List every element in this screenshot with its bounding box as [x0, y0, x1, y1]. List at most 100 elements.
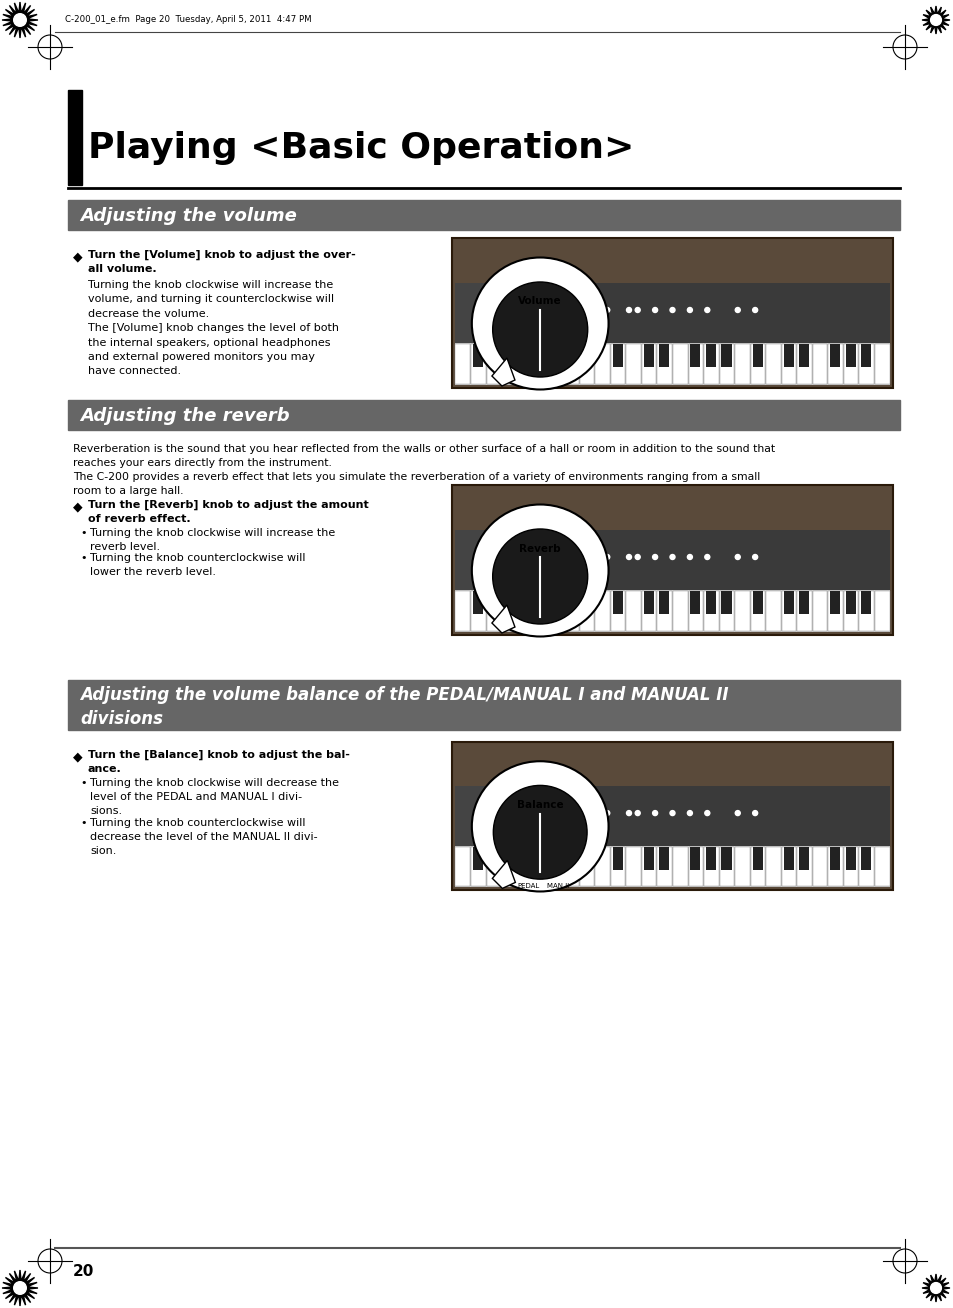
Bar [672, 591, 687, 630]
Circle shape [582, 555, 587, 560]
Bar [859, 344, 873, 385]
Text: Balance: Balance [517, 799, 563, 810]
Bar [657, 591, 671, 630]
Circle shape [626, 307, 631, 313]
Bar [765, 591, 780, 630]
Bar [688, 591, 702, 630]
Bar [610, 591, 625, 630]
Polygon shape [2, 3, 38, 38]
Bar [720, 591, 731, 615]
Circle shape [560, 555, 566, 560]
Bar [843, 591, 858, 630]
Bar [829, 344, 840, 368]
Circle shape [735, 811, 740, 816]
Circle shape [13, 1282, 27, 1295]
Text: Turning the knob clockwise will increase the
volume, and turning it counterclock: Turning the knob clockwise will increase… [88, 280, 338, 377]
Bar [799, 846, 808, 870]
Bar [827, 846, 842, 886]
Bar [533, 344, 547, 385]
Text: Adjusting the volume: Adjusting the volume [80, 207, 296, 225]
Bar [579, 591, 594, 630]
Bar [455, 343, 889, 385]
Bar [845, 591, 855, 615]
Bar [610, 344, 625, 385]
Bar [581, 591, 591, 615]
Bar [703, 344, 718, 385]
Circle shape [492, 528, 587, 624]
Bar [455, 283, 889, 343]
Bar [626, 591, 640, 630]
Bar [812, 846, 826, 886]
Bar [874, 846, 888, 886]
Bar [581, 344, 591, 368]
Bar [563, 344, 578, 385]
Bar [643, 344, 653, 368]
Bar [874, 344, 888, 385]
Bar [672, 344, 687, 385]
Circle shape [669, 555, 675, 560]
Polygon shape [492, 358, 515, 386]
Bar [845, 344, 855, 368]
Bar [517, 591, 532, 630]
Bar [643, 591, 653, 615]
Bar [735, 591, 749, 630]
Bar [550, 591, 560, 615]
Text: •: • [80, 553, 87, 562]
Circle shape [687, 811, 692, 816]
Bar [473, 344, 482, 368]
Bar [563, 846, 578, 886]
Bar [486, 344, 500, 385]
Bar [455, 786, 507, 846]
Bar [735, 344, 749, 385]
Circle shape [626, 811, 631, 816]
Bar [705, 846, 716, 870]
Text: Playing <Basic Operation>: Playing <Basic Operation> [88, 131, 634, 165]
Circle shape [704, 555, 709, 560]
Bar [519, 846, 529, 870]
Bar [595, 591, 609, 630]
Circle shape [582, 307, 587, 313]
Bar [719, 344, 734, 385]
Circle shape [560, 811, 566, 816]
Bar [68, 200, 899, 230]
Text: ◆: ◆ [73, 250, 83, 263]
Circle shape [492, 283, 587, 377]
Bar [486, 591, 500, 630]
Bar [812, 344, 826, 385]
Bar [829, 846, 840, 870]
Circle shape [752, 811, 757, 816]
Bar [595, 344, 609, 385]
Text: Turning the knob clockwise will increase the
reverb level.: Turning the knob clockwise will increase… [90, 528, 335, 552]
Bar [626, 846, 640, 886]
Bar [68, 680, 899, 730]
Bar [797, 846, 811, 886]
Bar [703, 846, 718, 886]
Bar [455, 845, 889, 887]
Bar [690, 846, 700, 870]
Text: •: • [80, 818, 87, 828]
Bar [843, 344, 858, 385]
Polygon shape [921, 1274, 949, 1301]
Bar [455, 846, 889, 887]
Bar [843, 846, 858, 886]
Text: Adjusting the reverb: Adjusting the reverb [80, 407, 290, 425]
Bar [859, 846, 873, 886]
Ellipse shape [472, 505, 608, 637]
Bar [473, 591, 482, 615]
Bar [550, 344, 560, 368]
Text: Adjusting the volume balance of the PEDAL/MANUAL I and MANUAL II
divisions: Adjusting the volume balance of the PEDA… [80, 685, 728, 729]
Bar [659, 344, 669, 368]
Bar [610, 846, 625, 886]
Bar [503, 591, 514, 615]
Text: MAN II: MAN II [546, 883, 569, 888]
Bar [519, 591, 529, 615]
Bar [519, 344, 529, 368]
Bar [657, 846, 671, 886]
Bar [861, 344, 870, 368]
Bar [517, 846, 532, 886]
Bar [455, 283, 507, 343]
Bar [827, 344, 842, 385]
Bar [829, 591, 840, 615]
Circle shape [752, 555, 757, 560]
Circle shape [560, 307, 566, 313]
